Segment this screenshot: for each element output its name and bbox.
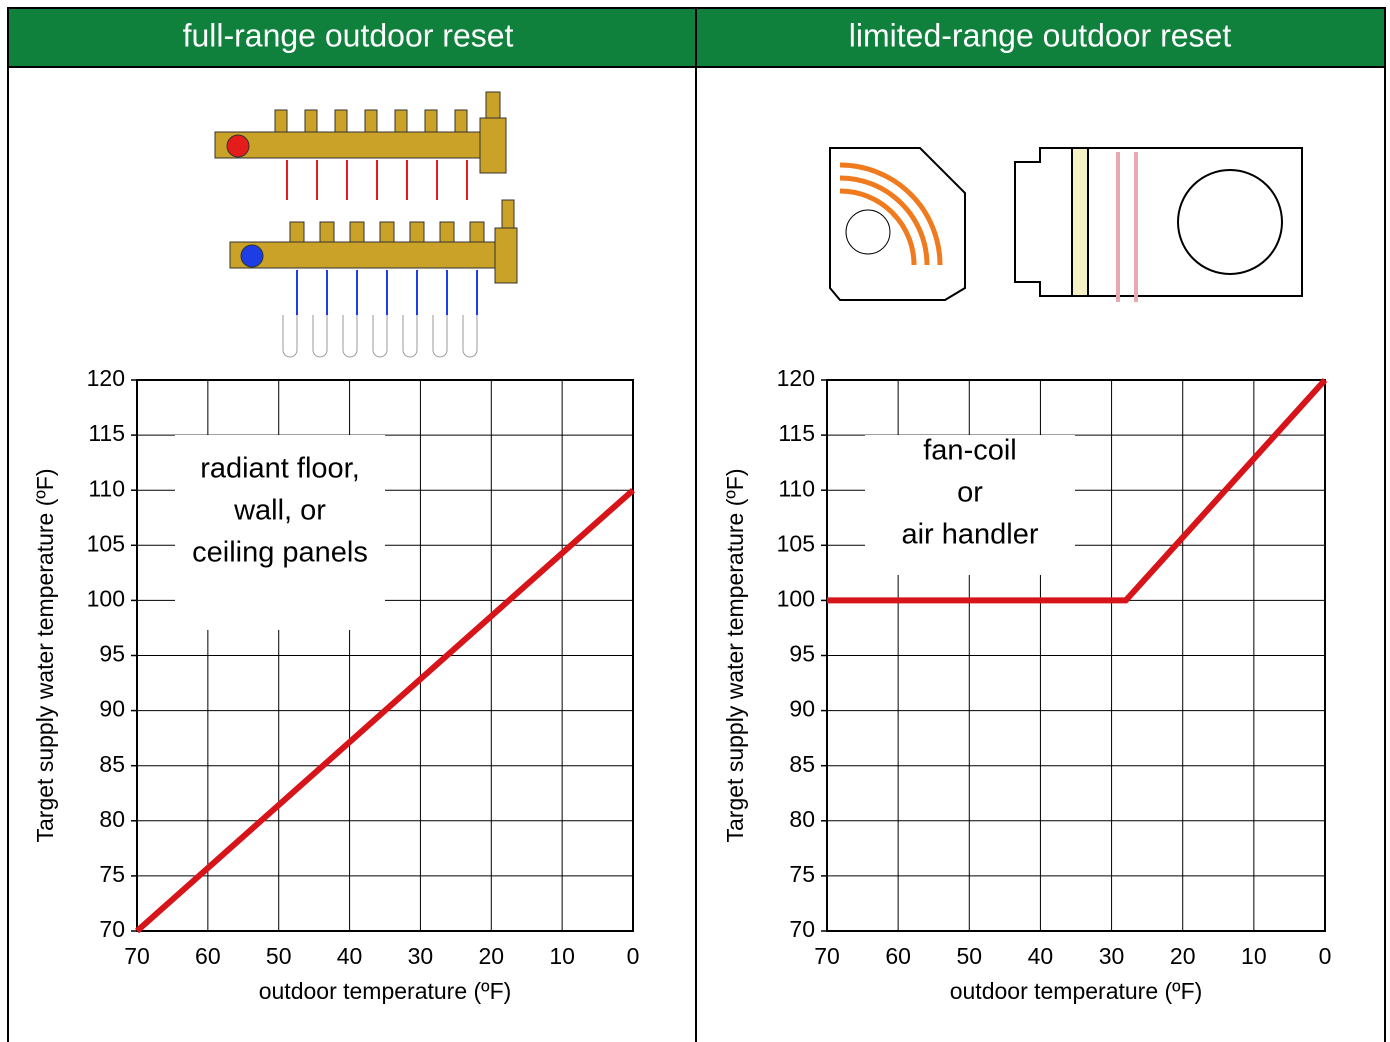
y-tick-label: 75	[789, 861, 815, 887]
x-tick-label: 70	[124, 943, 150, 969]
annotation: radiant floor,	[200, 453, 360, 485]
annotation: fan-coil	[923, 435, 1017, 467]
y-tick-label: 115	[88, 420, 125, 446]
x-tick-label: 60	[885, 943, 911, 969]
y-tick-label: 75	[99, 861, 125, 887]
x-axis-label: outdoor temperature (ºF)	[259, 978, 512, 1004]
y-tick-label: 120	[87, 365, 125, 391]
y-tick-label: 110	[88, 475, 125, 501]
y-tick-label: 120	[777, 365, 815, 391]
page: full-range outdoor reset7075808590951001…	[0, 0, 1390, 1042]
y-tick-label: 80	[99, 806, 125, 832]
x-tick-label: 10	[1241, 943, 1267, 969]
x-tick-label: 70	[814, 943, 840, 969]
y-tick-label: 80	[789, 806, 815, 832]
annotation: air handler	[901, 519, 1038, 551]
y-tick-label: 110	[778, 475, 815, 501]
x-tick-label: 30	[1099, 943, 1125, 969]
y-tick-label: 90	[99, 696, 125, 722]
x-tick-label: 40	[1028, 943, 1054, 969]
y-tick-label: 115	[778, 420, 815, 446]
annotation: or	[957, 477, 983, 509]
x-axis-label: outdoor temperature (ºF)	[950, 978, 1203, 1004]
y-tick-label: 70	[99, 916, 125, 942]
y-tick-label: 70	[789, 916, 815, 942]
manifold-illustration	[215, 92, 517, 357]
y-tick-label: 95	[99, 641, 125, 667]
y-axis-label: Target supply water temperature (ºF)	[722, 469, 748, 843]
y-tick-label: 105	[777, 530, 815, 556]
y-tick-label: 90	[789, 696, 815, 722]
x-tick-label: 50	[266, 943, 292, 969]
y-tick-label: 100	[87, 585, 125, 611]
panel-title: full-range outdoor reset	[183, 17, 514, 53]
annotation: ceiling panels	[192, 537, 368, 569]
x-tick-label: 30	[408, 943, 434, 969]
y-tick-label: 105	[87, 530, 125, 556]
y-tick-label: 85	[99, 751, 125, 777]
x-tick-label: 40	[337, 943, 363, 969]
x-tick-label: 0	[1319, 943, 1332, 969]
y-tick-label: 100	[777, 585, 815, 611]
annotation: wall, or	[233, 495, 326, 527]
x-tick-label: 10	[549, 943, 575, 969]
y-tick-label: 95	[789, 641, 815, 667]
y-tick-label: 85	[789, 751, 815, 777]
x-tick-label: 50	[956, 943, 982, 969]
x-tick-label: 20	[478, 943, 504, 969]
y-axis-label: Target supply water temperature (ºF)	[32, 469, 58, 843]
x-tick-label: 0	[627, 943, 640, 969]
fan-coil-illustration	[830, 148, 1302, 302]
x-tick-label: 60	[195, 943, 221, 969]
x-tick-label: 20	[1170, 943, 1196, 969]
panel-title: limited-range outdoor reset	[849, 17, 1232, 53]
